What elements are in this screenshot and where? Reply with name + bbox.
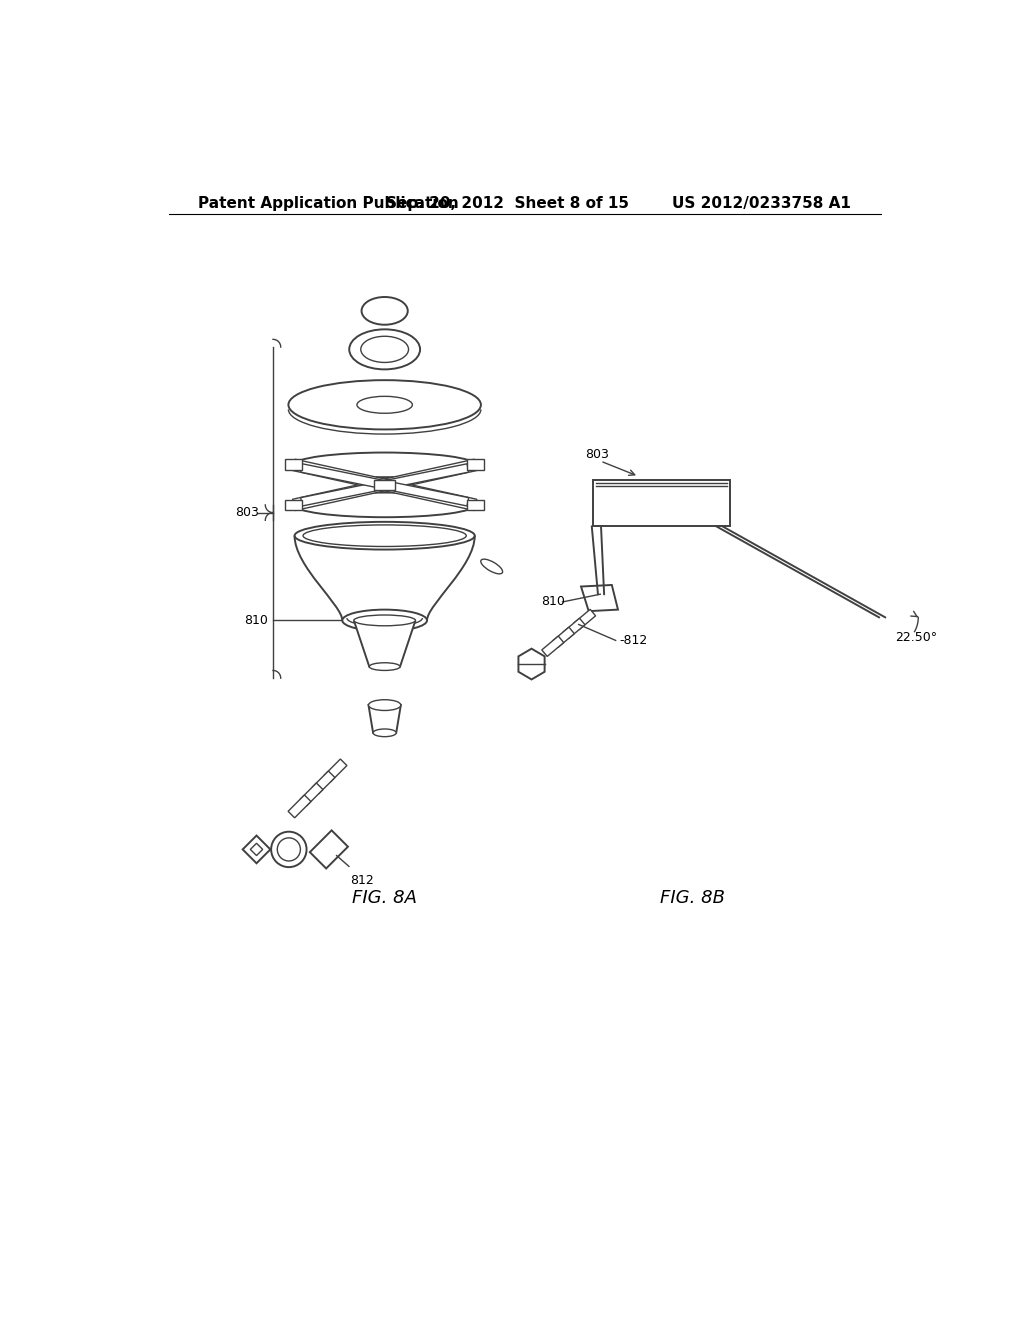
Text: 810: 810 [244, 614, 267, 627]
Text: Patent Application Publication: Patent Application Publication [199, 195, 459, 211]
Ellipse shape [360, 337, 409, 363]
FancyBboxPatch shape [467, 459, 484, 470]
Text: 810: 810 [541, 595, 565, 609]
Polygon shape [552, 627, 574, 648]
Polygon shape [324, 759, 347, 781]
FancyBboxPatch shape [593, 480, 730, 527]
Ellipse shape [357, 396, 413, 413]
Ellipse shape [369, 700, 400, 710]
Polygon shape [293, 459, 477, 511]
Polygon shape [288, 795, 311, 818]
Polygon shape [301, 463, 469, 506]
Polygon shape [354, 620, 416, 667]
Text: FIG. 8A: FIG. 8A [352, 888, 417, 907]
Text: US 2012/0233758 A1: US 2012/0233758 A1 [673, 195, 851, 211]
Text: 812: 812 [350, 874, 374, 887]
Text: FIG. 8B: FIG. 8B [660, 888, 725, 907]
Polygon shape [542, 636, 564, 656]
Text: 803: 803 [585, 449, 608, 462]
Ellipse shape [373, 729, 396, 737]
Polygon shape [518, 648, 545, 680]
Polygon shape [293, 459, 477, 511]
Polygon shape [563, 618, 585, 639]
Polygon shape [250, 843, 263, 855]
Ellipse shape [481, 560, 503, 574]
Text: 803: 803 [236, 506, 259, 519]
Polygon shape [310, 830, 348, 869]
Ellipse shape [294, 492, 475, 517]
Polygon shape [581, 585, 617, 611]
Text: Sep. 20, 2012  Sheet 8 of 15: Sep. 20, 2012 Sheet 8 of 15 [386, 195, 630, 211]
Polygon shape [300, 783, 323, 805]
Ellipse shape [294, 453, 475, 478]
Ellipse shape [295, 521, 475, 549]
Ellipse shape [289, 380, 481, 429]
FancyBboxPatch shape [467, 499, 484, 511]
Ellipse shape [342, 610, 427, 631]
Polygon shape [369, 705, 400, 733]
Polygon shape [243, 836, 270, 863]
Ellipse shape [361, 297, 408, 325]
Ellipse shape [370, 663, 400, 671]
Text: 22.50°: 22.50° [895, 631, 937, 644]
Polygon shape [312, 771, 335, 793]
FancyBboxPatch shape [374, 480, 395, 490]
Text: -812: -812 [620, 634, 648, 647]
Polygon shape [301, 463, 469, 506]
FancyBboxPatch shape [286, 499, 302, 511]
Ellipse shape [271, 832, 306, 867]
FancyBboxPatch shape [286, 459, 302, 470]
Ellipse shape [278, 838, 300, 861]
Ellipse shape [349, 330, 420, 370]
Polygon shape [573, 610, 596, 630]
Ellipse shape [354, 615, 416, 626]
Ellipse shape [303, 525, 466, 546]
